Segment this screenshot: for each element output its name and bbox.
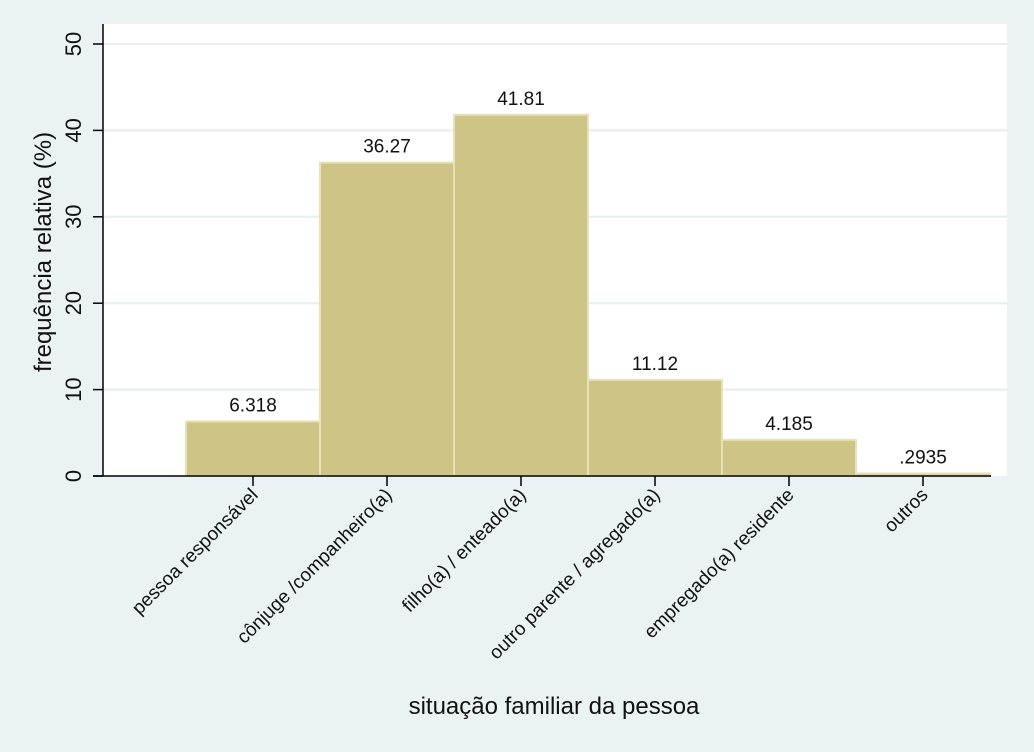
data-label: 4.185: [765, 414, 813, 435]
data-labels: 6.318 36.27 41.81 11.12 4.185 .2935: [229, 89, 947, 469]
data-label: 11.12: [632, 354, 678, 375]
bar: [721, 438, 857, 478]
bar: [319, 161, 455, 477]
y-axis: 0 10 20 30 40 50: [61, 24, 104, 482]
bar: [185, 420, 321, 477]
bar: [587, 378, 723, 477]
y-tick-label: 50: [61, 32, 86, 56]
data-label: 36.27: [363, 137, 411, 158]
x-tick-label: pessoa responsável: [128, 485, 262, 619]
bar: [453, 113, 589, 477]
data-label: .2935: [899, 447, 947, 468]
x-axis-title: situação familiar da pessoa: [409, 693, 700, 720]
x-tick-label: empregado(a) residente: [640, 485, 798, 643]
x-tick-label: cônjuge /companheiro(a): [233, 485, 396, 648]
y-tick-label: 40: [61, 118, 86, 142]
x-tick-label: outros: [880, 485, 932, 537]
y-tick-label: 20: [61, 291, 86, 315]
data-label: 41.81: [497, 89, 545, 110]
data-label: 6.318: [229, 395, 277, 416]
y-tick-label: 10: [61, 377, 86, 401]
bars: [185, 113, 991, 478]
y-tick-label: 0: [61, 470, 86, 482]
y-tick-label: 30: [61, 205, 86, 229]
y-axis-title: frequência relativa (%): [30, 132, 57, 372]
x-tick-label: filho(a) / enteado(a): [398, 485, 530, 617]
